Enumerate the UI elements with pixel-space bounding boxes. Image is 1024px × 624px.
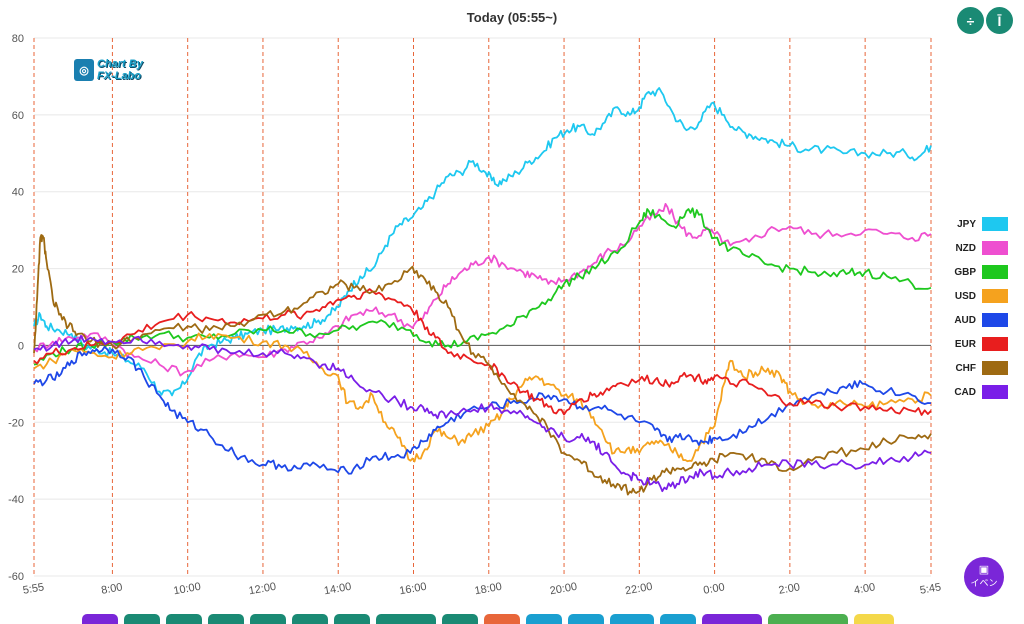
x-tick-label: 16:00 bbox=[398, 581, 427, 598]
bottom-tab[interactable] bbox=[660, 614, 696, 624]
legend-label: CAD bbox=[954, 386, 976, 398]
bottom-tab[interactable] bbox=[334, 614, 370, 624]
bottom-tab[interactable] bbox=[610, 614, 654, 624]
series-line-gbp bbox=[33, 207, 932, 366]
bottom-tab[interactable] bbox=[376, 614, 436, 624]
bottom-tab[interactable] bbox=[854, 614, 894, 624]
bottom-tab[interactable] bbox=[166, 614, 202, 624]
logo-text: Chart By FX-Labo bbox=[97, 58, 143, 82]
legend-swatch bbox=[982, 313, 1008, 327]
legend-item-nzd[interactable]: NZD bbox=[936, 236, 1008, 260]
y-tick-label: 0 bbox=[18, 340, 24, 352]
series-line-aud bbox=[33, 345, 932, 475]
legend-label: EUR bbox=[954, 338, 976, 350]
y-tick-label: 60 bbox=[12, 110, 24, 122]
bottom-tab[interactable] bbox=[702, 614, 762, 624]
expand-vertical-icon[interactable]: Ī bbox=[986, 7, 1013, 34]
legend-swatch bbox=[982, 265, 1008, 279]
x-tick-label: 8:00 bbox=[100, 581, 123, 597]
event-button[interactable]: ▣ イベン bbox=[964, 557, 1004, 597]
x-tick-label: 2:00 bbox=[778, 581, 801, 597]
series-line-nzd bbox=[33, 203, 932, 377]
legend-item-gbp[interactable]: GBP bbox=[936, 260, 1008, 284]
bottom-tab[interactable] bbox=[250, 614, 286, 624]
bottom-tab[interactable] bbox=[768, 614, 848, 624]
save-icon: ▣ bbox=[978, 564, 990, 576]
legend-swatch bbox=[982, 337, 1008, 351]
expand-glyph: Ī bbox=[997, 12, 1002, 29]
bottom-tab[interactable] bbox=[568, 614, 604, 624]
legend-label: CHF bbox=[955, 362, 976, 374]
x-tick-label: 22:00 bbox=[624, 581, 653, 598]
x-tick-label: 18:00 bbox=[474, 581, 503, 598]
legend-item-jpy[interactable]: JPY bbox=[936, 212, 1008, 236]
bottom-tab[interactable] bbox=[292, 614, 328, 624]
x-tick-label: 5:55 bbox=[22, 581, 45, 597]
legend-label: NZD bbox=[955, 242, 976, 254]
legend-label: USD bbox=[954, 290, 976, 302]
series-line-chf bbox=[33, 234, 932, 496]
x-tick-label: 20:00 bbox=[549, 581, 578, 598]
series-line-jpy bbox=[33, 87, 932, 397]
series-line-cad bbox=[33, 334, 932, 493]
bottom-tab[interactable] bbox=[484, 614, 520, 624]
event-button-label: イベン bbox=[970, 578, 998, 588]
bottom-tab[interactable] bbox=[124, 614, 160, 624]
bottom-tab[interactable] bbox=[82, 614, 118, 624]
chart-logo-icon: ◎ bbox=[74, 59, 94, 81]
legend-swatch bbox=[982, 289, 1008, 303]
legend-label: JPY bbox=[957, 218, 976, 230]
chart-legend: JPY NZD GBP USD AUD EUR CHF CAD bbox=[936, 212, 1008, 404]
series-line-eur bbox=[33, 288, 932, 416]
collapse-vertical-icon[interactable]: ÷ bbox=[957, 7, 984, 34]
chart-logo: ◎ Chart By FX-Labo bbox=[74, 58, 143, 82]
bottom-tab[interactable] bbox=[442, 614, 478, 624]
legend-item-aud[interactable]: AUD bbox=[936, 308, 1008, 332]
y-tick-label: -60 bbox=[8, 571, 24, 583]
series-line-usd bbox=[33, 332, 932, 463]
y-tick-label: 40 bbox=[12, 187, 24, 199]
legend-item-eur[interactable]: EUR bbox=[936, 332, 1008, 356]
x-tick-label: 4:00 bbox=[853, 581, 876, 597]
logo-line1: Chart By bbox=[97, 58, 143, 70]
legend-label: GBP bbox=[954, 266, 976, 278]
y-tick-label: -20 bbox=[8, 417, 24, 429]
x-tick-label: 5:45 bbox=[919, 581, 942, 597]
legend-item-cad[interactable]: CAD bbox=[936, 380, 1008, 404]
legend-swatch bbox=[982, 361, 1008, 375]
y-tick-label: 20 bbox=[12, 264, 24, 276]
legend-swatch bbox=[982, 385, 1008, 399]
collapse-glyph: ÷ bbox=[966, 12, 975, 29]
legend-swatch bbox=[982, 217, 1008, 231]
y-tick-label: -40 bbox=[8, 494, 24, 506]
y-tick-label: 80 bbox=[12, 33, 24, 45]
x-tick-label: 14:00 bbox=[323, 581, 352, 598]
x-tick-label: 10:00 bbox=[173, 581, 202, 598]
legend-swatch bbox=[982, 241, 1008, 255]
chart-title: Today (05:55~) bbox=[466, 10, 558, 25]
legend-label: AUD bbox=[954, 314, 976, 326]
x-tick-label: 0:00 bbox=[702, 581, 725, 597]
legend-item-usd[interactable]: USD bbox=[936, 284, 1008, 308]
x-tick-label: 12:00 bbox=[248, 581, 277, 598]
logo-line2: FX-Labo bbox=[97, 70, 141, 82]
bottom-tab-bar bbox=[82, 614, 900, 624]
bottom-tab[interactable] bbox=[208, 614, 244, 624]
legend-item-chf[interactable]: CHF bbox=[936, 356, 1008, 380]
bottom-tab[interactable] bbox=[526, 614, 562, 624]
